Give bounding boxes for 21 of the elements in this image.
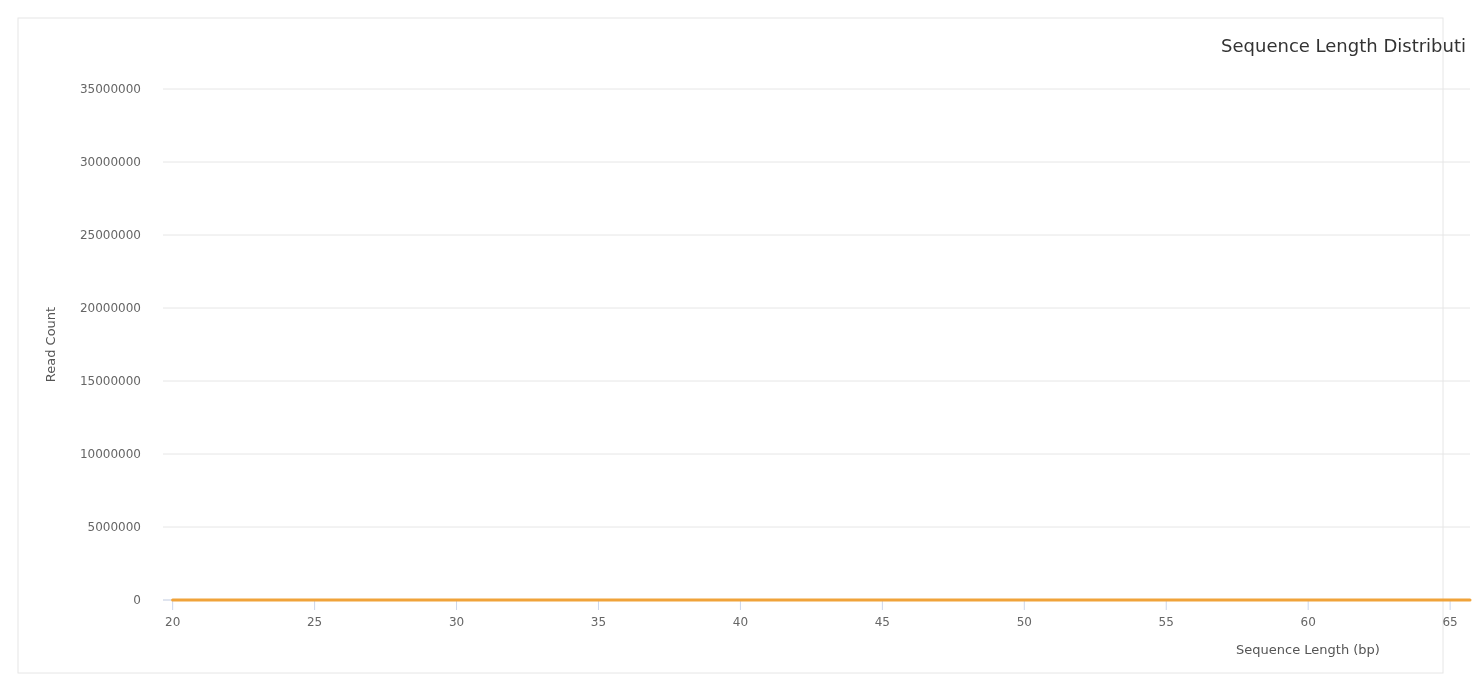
chart-title: Sequence Length Distributi	[1221, 35, 1466, 56]
y-tick-label: 15000000	[79, 374, 141, 388]
x-tick-label: 60	[1300, 615, 1316, 629]
y-tick-label: 5000000	[87, 520, 141, 534]
y-tick-label: 30000000	[79, 155, 141, 169]
x-tick-label: 45	[874, 615, 890, 629]
x-tick-label: 25	[306, 615, 323, 629]
y-axis-title: Read Count	[43, 306, 58, 383]
x-tick-label: 30	[448, 615, 465, 629]
y-tick-label: 0	[133, 593, 141, 607]
y-tick-label: 25000000	[79, 228, 141, 242]
y-tick-label: 35000000	[79, 82, 141, 96]
x-tick-label: 20	[165, 615, 181, 629]
y-tick-label: 10000000	[79, 447, 141, 461]
x-tick-label: 40	[732, 615, 749, 629]
x-tick-label: 65	[1442, 615, 1458, 629]
y-tick-label: 20000000	[79, 301, 141, 315]
x-tick-label: 55	[1158, 615, 1174, 629]
x-axis-title: Sequence Length (bp)	[1236, 642, 1380, 657]
x-tick-label: 50	[1016, 615, 1032, 629]
x-tick-label: 35	[590, 615, 607, 629]
